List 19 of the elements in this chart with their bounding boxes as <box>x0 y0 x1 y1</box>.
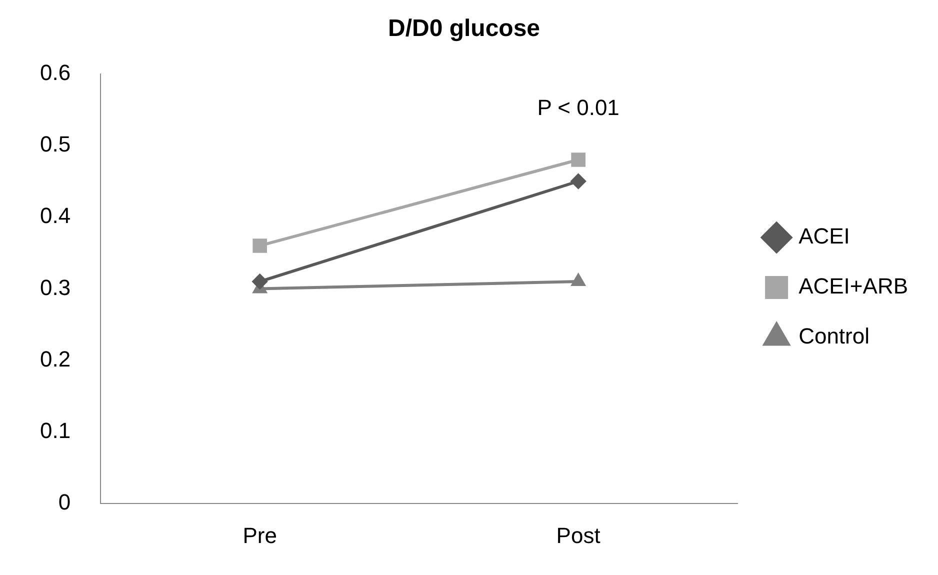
point <box>571 152 586 167</box>
x-tick-label: Post <box>556 522 600 548</box>
y-tick-label: 0.1 <box>40 418 71 444</box>
point <box>252 274 268 290</box>
annotation: P < 0.01 <box>537 94 620 120</box>
y-tick-label: 0.5 <box>40 131 71 156</box>
legend-label: ACEI <box>798 224 850 249</box>
y-tick-label: 0.3 <box>40 274 71 300</box>
y-tick-label: 0.2 <box>40 346 71 372</box>
y-tick-label: 0 <box>58 490 71 515</box>
x-tick-label: Pre <box>242 522 277 548</box>
legend-label: Control <box>798 324 870 349</box>
point <box>570 174 586 189</box>
legend-label: ACEI+ARB <box>798 274 908 299</box>
y-tick-label: 0.4 <box>40 203 71 228</box>
point <box>252 238 267 253</box>
y-tick-label: 0.6 <box>40 60 71 85</box>
point <box>572 274 586 286</box>
chart-title: D/D0 glucose <box>388 15 540 42</box>
